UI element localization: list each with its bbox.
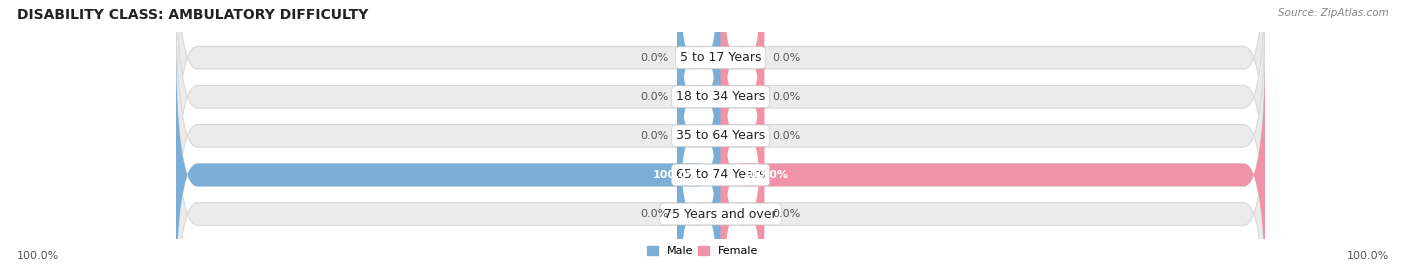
Text: 65 to 74 Years: 65 to 74 Years xyxy=(676,168,765,181)
FancyBboxPatch shape xyxy=(721,0,765,269)
Text: 35 to 64 Years: 35 to 64 Years xyxy=(676,129,765,142)
Text: 0.0%: 0.0% xyxy=(772,209,800,219)
Text: 0.0%: 0.0% xyxy=(772,92,800,102)
Text: 100.0%: 100.0% xyxy=(742,170,789,180)
FancyBboxPatch shape xyxy=(176,0,1265,269)
FancyBboxPatch shape xyxy=(176,0,1265,203)
FancyBboxPatch shape xyxy=(678,69,721,269)
FancyBboxPatch shape xyxy=(678,0,721,269)
Text: 0.0%: 0.0% xyxy=(641,131,669,141)
Text: 100.0%: 100.0% xyxy=(652,170,699,180)
Text: 0.0%: 0.0% xyxy=(641,53,669,63)
FancyBboxPatch shape xyxy=(678,0,721,203)
Text: 18 to 34 Years: 18 to 34 Years xyxy=(676,90,765,103)
Text: 0.0%: 0.0% xyxy=(772,53,800,63)
Text: 0.0%: 0.0% xyxy=(772,131,800,141)
FancyBboxPatch shape xyxy=(721,0,765,203)
FancyBboxPatch shape xyxy=(721,30,1265,269)
Text: DISABILITY CLASS: AMBULATORY DIFFICULTY: DISABILITY CLASS: AMBULATORY DIFFICULTY xyxy=(17,8,368,22)
Text: 0.0%: 0.0% xyxy=(641,92,669,102)
FancyBboxPatch shape xyxy=(678,0,721,242)
Text: 100.0%: 100.0% xyxy=(17,251,59,261)
FancyBboxPatch shape xyxy=(176,69,1265,269)
Text: 100.0%: 100.0% xyxy=(1347,251,1389,261)
FancyBboxPatch shape xyxy=(176,0,1265,242)
Legend: Male, Female: Male, Female xyxy=(643,241,763,261)
Text: 5 to 17 Years: 5 to 17 Years xyxy=(681,51,761,64)
FancyBboxPatch shape xyxy=(176,30,721,269)
FancyBboxPatch shape xyxy=(176,30,1265,269)
FancyBboxPatch shape xyxy=(721,0,765,242)
FancyBboxPatch shape xyxy=(721,69,765,269)
Text: 75 Years and over: 75 Years and over xyxy=(664,207,778,221)
Text: Source: ZipAtlas.com: Source: ZipAtlas.com xyxy=(1278,8,1389,18)
Text: 0.0%: 0.0% xyxy=(641,209,669,219)
